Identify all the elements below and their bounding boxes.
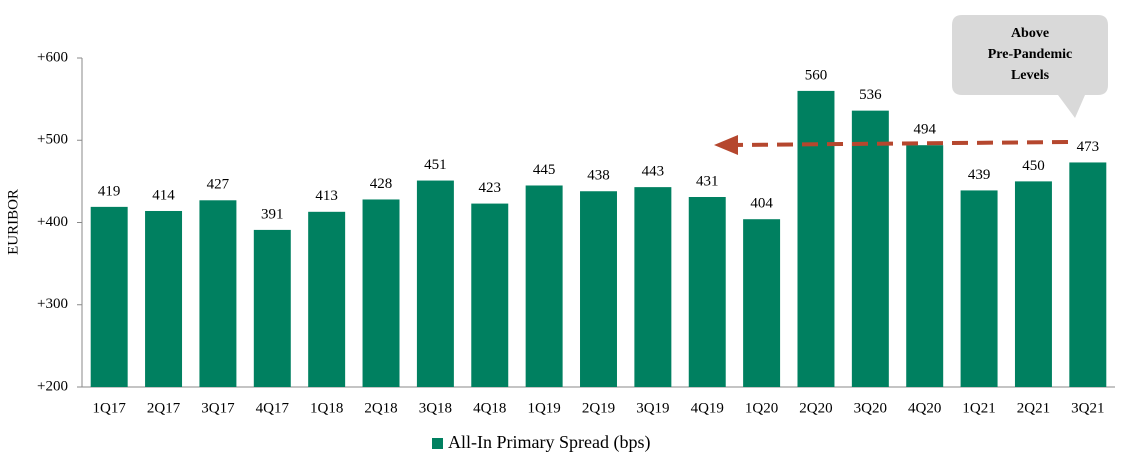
bar bbox=[960, 190, 998, 387]
x-tick-label: 1Q21 bbox=[962, 400, 995, 416]
bar bbox=[416, 180, 454, 387]
bar bbox=[1014, 181, 1052, 387]
data-label: 443 bbox=[642, 164, 665, 180]
x-tick-label: 2Q20 bbox=[799, 400, 832, 416]
data-label: 414 bbox=[152, 187, 175, 203]
bar bbox=[253, 229, 291, 387]
data-label: 451 bbox=[424, 157, 447, 173]
data-label: 391 bbox=[261, 206, 284, 222]
data-label: 438 bbox=[587, 168, 610, 184]
data-label: 419 bbox=[98, 183, 121, 199]
callout-text: Levels bbox=[1011, 68, 1050, 83]
data-label: 413 bbox=[315, 188, 338, 204]
x-tick-label: 2Q17 bbox=[147, 400, 181, 416]
legend-label: All-In Primary Spread (bps) bbox=[448, 432, 650, 453]
bar bbox=[90, 206, 128, 387]
bar bbox=[851, 110, 889, 387]
x-tick-label: 4Q17 bbox=[256, 400, 290, 416]
bar bbox=[906, 145, 944, 387]
bar bbox=[1069, 162, 1107, 387]
x-tick-label: 1Q20 bbox=[745, 400, 778, 416]
y-tick-label: +600 bbox=[37, 49, 68, 65]
y-tick-label: +200 bbox=[37, 378, 68, 394]
x-tick-label: 2Q21 bbox=[1017, 400, 1050, 416]
data-label: 445 bbox=[533, 162, 556, 178]
x-tick-label: 3Q17 bbox=[201, 400, 235, 416]
bar bbox=[797, 90, 835, 388]
bar bbox=[471, 203, 509, 387]
x-tick-label: 1Q17 bbox=[93, 400, 127, 416]
callout: Above Pre-Pandemic Levels bbox=[952, 15, 1108, 118]
x-tick-label: 2Q19 bbox=[582, 400, 615, 416]
x-tick-label: 3Q20 bbox=[854, 400, 887, 416]
bar bbox=[688, 197, 726, 387]
arrow-line bbox=[734, 140, 1069, 147]
legend-swatch bbox=[432, 438, 443, 449]
x-tick-label: 3Q21 bbox=[1071, 400, 1104, 416]
data-label: 431 bbox=[696, 173, 719, 189]
x-tick-label: 3Q19 bbox=[636, 400, 669, 416]
bar bbox=[199, 200, 237, 387]
data-label: 450 bbox=[1022, 158, 1045, 174]
y-tick-label: +400 bbox=[37, 214, 68, 230]
data-label: 404 bbox=[750, 196, 773, 212]
data-label: 439 bbox=[968, 167, 991, 183]
data-label: 494 bbox=[913, 122, 936, 138]
arrow-head bbox=[714, 135, 738, 155]
bar bbox=[580, 191, 617, 387]
data-label: 428 bbox=[370, 176, 393, 192]
bar bbox=[634, 187, 672, 387]
x-tick-label: 1Q19 bbox=[527, 400, 560, 416]
x-tick-label: 4Q18 bbox=[473, 400, 506, 416]
data-label: 536 bbox=[859, 87, 882, 103]
bar bbox=[145, 210, 183, 387]
data-label: 423 bbox=[479, 180, 502, 196]
y-axis-label: EURIBOR bbox=[5, 189, 21, 255]
callout-text: Above bbox=[1011, 26, 1049, 41]
y-tick-label: +300 bbox=[37, 296, 68, 312]
bar bbox=[308, 211, 346, 387]
bar bbox=[743, 219, 781, 387]
callout-text: Pre-Pandemic bbox=[988, 47, 1073, 62]
x-tick-label: 4Q20 bbox=[908, 400, 941, 416]
data-label: 427 bbox=[207, 177, 230, 193]
x-tick-label: 4Q19 bbox=[691, 400, 724, 416]
x-tick-label: 3Q18 bbox=[419, 400, 452, 416]
x-tick-label: 1Q18 bbox=[310, 400, 343, 416]
y-tick-label: +500 bbox=[37, 132, 68, 148]
bar bbox=[362, 199, 400, 387]
data-label: 473 bbox=[1077, 139, 1100, 155]
data-label: 560 bbox=[805, 67, 828, 83]
callout-box bbox=[952, 15, 1108, 118]
bar bbox=[525, 185, 563, 387]
x-tick-label: 2Q18 bbox=[364, 400, 397, 416]
